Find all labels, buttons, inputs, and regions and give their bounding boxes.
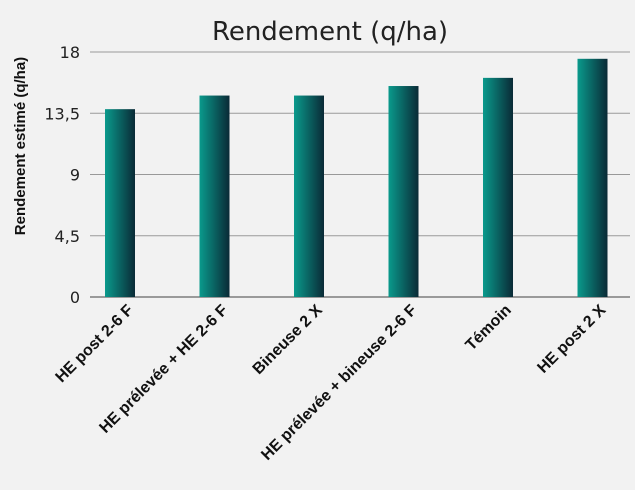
y-tick-label: 4,5 (55, 227, 80, 246)
x-tick-label: HE post 2 X (534, 302, 609, 377)
bar (483, 77, 513, 297)
bar (294, 95, 324, 297)
x-tick-label: Bineuse 2 X (250, 302, 326, 378)
y-ticks: 0 4,5 9 13,5 18 (44, 43, 80, 307)
bar (388, 86, 419, 298)
x-tick-label: HE prélevée + bineuse 2-6 F (258, 302, 420, 464)
y-tick-label: 0 (70, 288, 80, 307)
x-tick-label: Témoin (463, 302, 515, 354)
bar (199, 95, 230, 297)
y-tick-label: 13,5 (44, 104, 80, 123)
bars-layer (105, 58, 608, 298)
x-ticks: HE post 2-6 FHE prélevée + HE 2-6 F Bineu… (53, 302, 610, 464)
bar (577, 58, 608, 297)
bar (105, 109, 135, 298)
y-axis-label: Rendement estimé (q/ha) (12, 57, 29, 235)
grid-layer (90, 51, 630, 298)
chart-title: Rendement (q/ha) (212, 17, 448, 47)
y-tick-label: 9 (70, 166, 80, 185)
x-tick-label: HE post 2-6 F (53, 302, 137, 386)
y-tick-label: 18 (60, 43, 80, 62)
